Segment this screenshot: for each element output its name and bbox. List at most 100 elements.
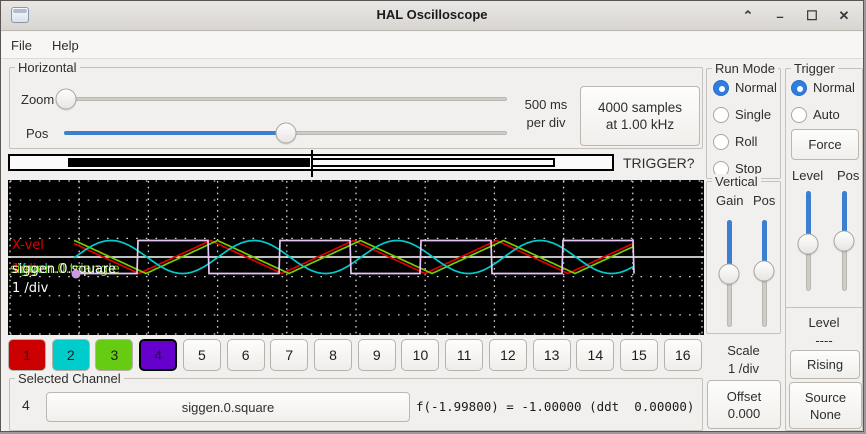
channel-button-9[interactable]: 9 (357, 339, 396, 371)
trigger-divider (786, 307, 862, 308)
menu-file[interactable]: File (11, 37, 32, 53)
channel-name-button[interactable]: siggen.0.square (46, 392, 410, 422)
vertical-group: Vertical Gain Pos (706, 174, 781, 334)
zoom-slider-track[interactable] (57, 97, 507, 101)
channel-button-13[interactable]: 13 (532, 339, 571, 371)
radio-icon[interactable] (713, 79, 729, 96)
scope-label: X-vel (12, 238, 44, 253)
run-mode-group: Run Mode Normal Single Roll Stop (706, 61, 781, 182)
channel-button-5[interactable]: 5 (182, 339, 221, 371)
selected-channel-group: Selected Channel 4 siggen.0.square f(-1.… (9, 371, 703, 431)
selected-channel-title: Selected Channel (15, 371, 124, 386)
radio-icon[interactable] (791, 106, 807, 123)
run-mode-normal[interactable]: Normal (713, 74, 777, 101)
scale-value: 1 /div (727, 361, 760, 376)
value-readout: f(-1.99800) = -1.00000 (ddt 0.00000) (416, 399, 695, 414)
horizontal-group: Horizontal Zoom Pos 500 ms per div 4000 … (9, 60, 703, 149)
window-controls: ⌃ – ☐ ✕ (737, 1, 855, 31)
radio-label: Stop (735, 161, 762, 176)
scope-label: 1/div (12, 262, 45, 277)
scale-readout: Scale 1 /div (706, 342, 781, 378)
slope-button[interactable]: Rising (790, 350, 860, 379)
window-title: HAL Oscilloscope (376, 7, 488, 22)
run-mode-single[interactable]: Single (713, 101, 777, 128)
trigger-level-label: Level (808, 315, 840, 330)
radio-icon[interactable] (713, 133, 729, 150)
samples-line1: 4000 samples (597, 100, 683, 115)
trigger-mode-auto[interactable]: Auto (791, 101, 855, 128)
trigger-options: Normal Auto (791, 74, 855, 128)
trigger-status-label: TRIGGER? (623, 155, 695, 171)
rollup-icon[interactable]: ⌃ (742, 8, 754, 23)
channel-button-16[interactable]: 16 (663, 339, 702, 371)
offset-label: Offset (726, 388, 762, 404)
radio-label: Normal (735, 80, 777, 95)
maximize-icon[interactable]: ☐ (806, 8, 818, 23)
radio-icon[interactable] (713, 106, 729, 123)
channel-button-12[interactable]: 12 (488, 339, 527, 371)
source-value: None (809, 406, 842, 422)
source-button[interactable]: Source None (789, 382, 862, 429)
scope-label: Y-vel (18, 262, 49, 277)
channel-button-3[interactable]: 3 (95, 339, 134, 371)
run-mode-roll[interactable]: Roll (713, 128, 777, 155)
channel-button-4[interactable]: 4 (139, 339, 178, 371)
run-mode-options: Normal Single Roll Stop (713, 74, 777, 182)
channel-button-2[interactable]: 2 (51, 339, 90, 371)
gain-slider[interactable] (718, 220, 740, 327)
tpos-slider-fill (841, 191, 847, 241)
trigger-level-slider[interactable] (797, 191, 819, 291)
record-position-bar (8, 150, 614, 177)
gain-slider-fill (726, 220, 732, 274)
samples-button[interactable]: 4000 samples at 1.00 kHz (580, 86, 700, 146)
channel-button-6[interactable]: 6 (226, 339, 265, 371)
zoom-slider[interactable] (55, 88, 507, 110)
channel-button-row: 1 2 3 4 5 6 7 8 9 10 11 12 13 14 15 16 (8, 339, 702, 371)
samples-line2: at 1.00 kHz (605, 117, 675, 132)
pos-slider-fill (64, 131, 286, 135)
rate-line2: per div (526, 115, 566, 130)
trigger-title: Trigger (791, 61, 838, 76)
trigger-pos-slider[interactable] (833, 191, 855, 291)
trigger-mode-normal[interactable]: Normal (791, 74, 855, 101)
channel-button-10[interactable]: 10 (401, 339, 440, 371)
menu-help[interactable]: Help (51, 37, 79, 53)
vertical-pos-slider[interactable] (753, 220, 775, 327)
gain-label: Gain (716, 193, 744, 208)
scope-traces (8, 180, 704, 335)
radio-label: Single (735, 107, 772, 122)
zoom-label: Zoom (21, 92, 55, 107)
level-slider-knob[interactable] (797, 233, 819, 255)
minimize-icon[interactable]: – (776, 8, 784, 24)
titlebar[interactable]: HAL Oscilloscope ⌃ – ☐ ✕ (1, 1, 863, 31)
vpos-slider-knob[interactable] (753, 260, 775, 282)
trigger-level-value: ---- (815, 333, 833, 348)
offset-button[interactable]: Offset 0.000 (707, 380, 781, 429)
source-label: Source (804, 389, 847, 405)
trigger-level-readout: Level ---- (786, 314, 862, 350)
channel-button-11[interactable]: 11 (445, 339, 484, 371)
run-mode-title: Run Mode (712, 61, 778, 76)
channel-button-1[interactable]: 1 (8, 339, 46, 371)
channel-button-7[interactable]: 7 (270, 339, 309, 371)
level-slider-fill (805, 191, 811, 244)
pos-slider-knob[interactable] (275, 122, 296, 144)
horizontal-pos-slider[interactable] (64, 122, 507, 144)
scope-label: 1 /div (12, 281, 49, 296)
horizontal-group-title: Horizontal (15, 60, 80, 75)
app-icon[interactable] (11, 7, 29, 23)
channel-button-15[interactable]: 15 (620, 339, 659, 371)
record-view-window (311, 158, 555, 167)
channel-button-14[interactable]: 14 (576, 339, 615, 371)
tpos-slider-knob[interactable] (833, 230, 855, 252)
offset-value: 0.000 (727, 405, 761, 421)
scale-label: Scale (727, 343, 760, 358)
radio-icon[interactable] (791, 79, 807, 96)
channel-button-8[interactable]: 8 (314, 339, 353, 371)
close-icon[interactable]: ✕ (838, 8, 850, 23)
vpos-slider-fill (761, 220, 767, 272)
zoom-slider-knob[interactable] (55, 88, 77, 110)
force-button[interactable]: Force (791, 129, 859, 160)
gain-slider-knob[interactable] (718, 263, 740, 284)
